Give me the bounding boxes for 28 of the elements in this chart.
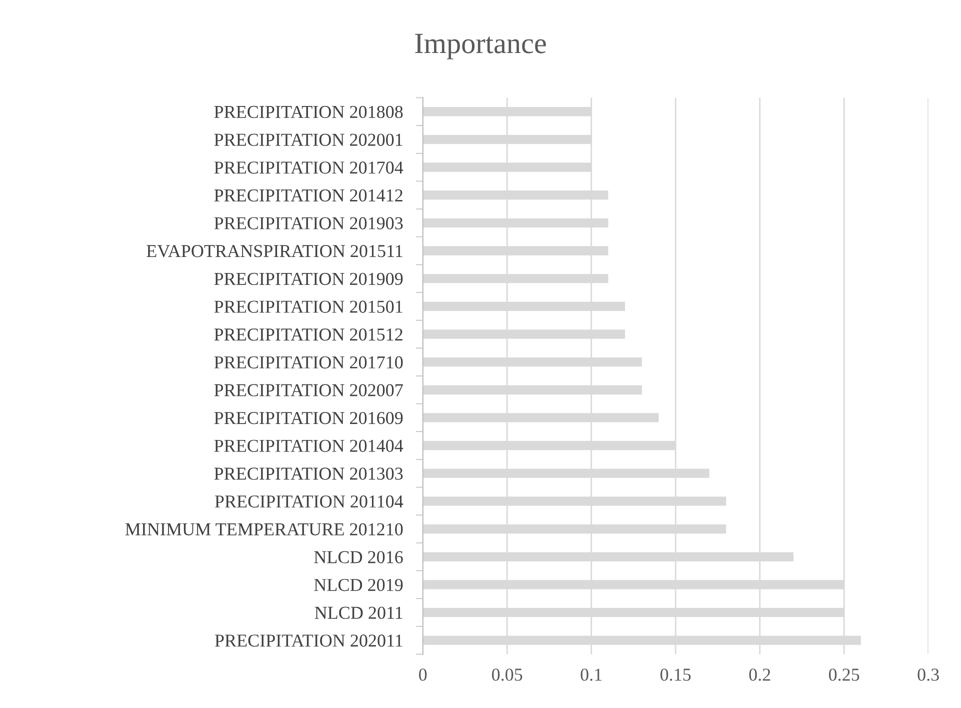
y-tick-label: PRECIPITATION 201412 — [214, 189, 402, 202]
y-tick-label: PRECIPITATION 201609 — [214, 412, 403, 424]
x-tick-label: 0.3 — [918, 668, 939, 681]
y-tick-label: PRECIPITATION 201909 — [214, 272, 403, 286]
y-tick-label: NLCD 2011 — [314, 606, 402, 619]
y-tick-label: PRECIPITATION 201808 — [214, 106, 403, 118]
y-tick-label: PRECIPITATION 201303 — [214, 468, 403, 480]
y-tick-label: PRECIPITATION 202007 — [214, 384, 403, 396]
x-tick-label: 0.05 — [492, 668, 522, 681]
y-tick-label: PRECIPITATION 201404 — [214, 440, 404, 452]
x-tick-label: 0.2 — [749, 668, 770, 681]
y-tick-label: PRECIPITATION 201710 — [214, 356, 403, 368]
y-tick-label: PRECIPITATION 201512 — [214, 328, 402, 341]
y-tick-label: NLCD 2019 — [314, 578, 403, 592]
y-tick-label: PRECIPITATION 202001 — [214, 134, 402, 146]
y-tick-label: PRECIPITATION 202011 — [214, 634, 402, 647]
y-tick-label: NLCD 2016 — [314, 551, 403, 564]
y-tick-label: PRECIPITATION 201104 — [214, 495, 404, 508]
y-tick-label: EVAPOTRANSPIRATION 201511 — [146, 244, 402, 258]
y-tick-label: PRECIPITATION 201501 — [214, 300, 402, 313]
chart-title: Importance — [415, 34, 546, 60]
y-tick-label: PRECIPITATION 201903 — [214, 217, 403, 230]
x-tick-label: 0.15 — [660, 668, 691, 681]
y-tick-label: PRECIPITATION 201704 — [214, 162, 404, 174]
x-tick-label: 0 — [419, 668, 427, 681]
x-tick-label: 0.1 — [580, 668, 602, 681]
x-tick-label: 0.25 — [828, 668, 860, 681]
y-tick-label: MINIMUM TEMPERATURE 201210 — [125, 523, 403, 536]
